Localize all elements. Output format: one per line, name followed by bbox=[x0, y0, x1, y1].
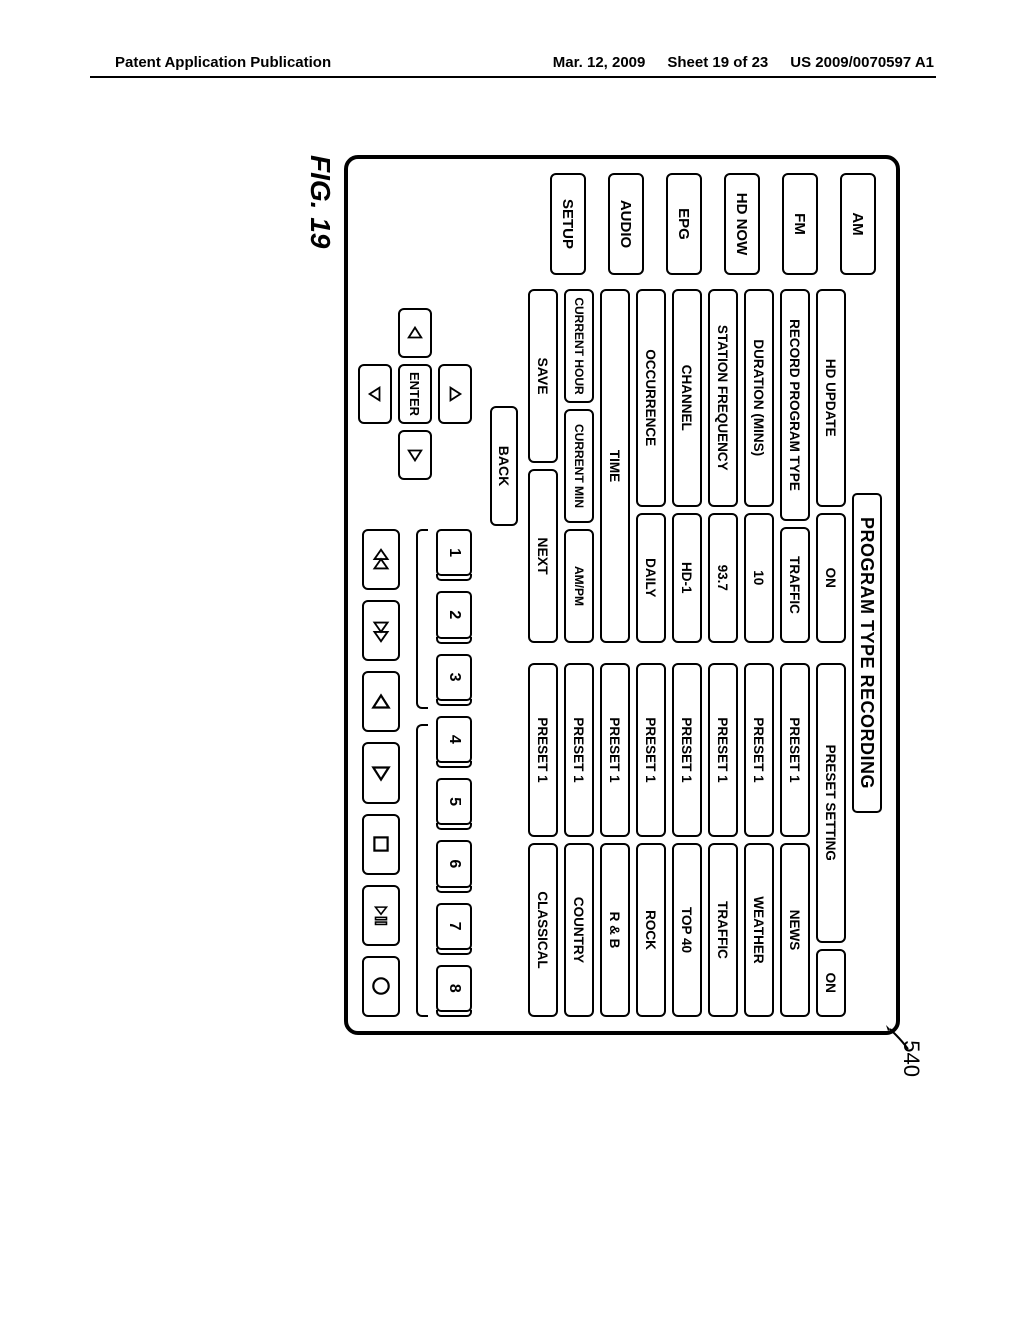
time-label: TIME bbox=[600, 289, 630, 643]
time-min[interactable]: CURRENT MIN bbox=[564, 409, 594, 523]
preset-1f[interactable]: PRESET 1 bbox=[600, 663, 630, 837]
playpause-button[interactable] bbox=[362, 885, 400, 946]
num-6[interactable]: 6 bbox=[436, 840, 472, 892]
dpad: ENTER bbox=[358, 289, 472, 499]
hdupdate-value[interactable]: ON bbox=[816, 513, 846, 644]
num-5[interactable]: 5 bbox=[436, 778, 472, 830]
num-8[interactable]: 8 bbox=[436, 965, 472, 1017]
preset-setting-label: PRESET SETTING bbox=[816, 663, 846, 943]
duration-label: DURATION (MINS) bbox=[744, 289, 774, 507]
preset-1d[interactable]: PRESET 1 bbox=[672, 663, 702, 837]
number-row: 1 2 3 4 5 6 7 8 bbox=[436, 529, 472, 1017]
num-2[interactable]: 2 bbox=[436, 591, 472, 643]
preset-1h[interactable]: PRESET 1 bbox=[528, 663, 558, 837]
sidebar: AM FM HD NOW EPG AUDIO SETUP bbox=[358, 173, 882, 275]
dpad-left[interactable] bbox=[398, 308, 432, 358]
rewind-button[interactable] bbox=[362, 529, 400, 590]
right-form: PRESET SETTING ON PRESET 1NEWS PRESET 1W… bbox=[490, 663, 846, 1017]
page-header: Patent Application Publication Mar. 12, … bbox=[0, 54, 1024, 71]
header-sheet: Sheet 19 of 23 bbox=[667, 54, 768, 71]
header-right-group: Mar. 12, 2009 Sheet 19 of 23 US 2009/007… bbox=[553, 54, 934, 71]
time-ampm[interactable]: AM/PM bbox=[564, 529, 594, 643]
channel-label: CHANNEL bbox=[672, 289, 702, 507]
genre-country[interactable]: COUNTRY bbox=[564, 843, 594, 1017]
freq-label: STATION FREQUENCY bbox=[708, 289, 738, 507]
prev-button[interactable] bbox=[362, 671, 400, 732]
fastforward-button[interactable] bbox=[362, 600, 400, 661]
channel-value[interactable]: HD-1 bbox=[672, 513, 702, 644]
genre-classical[interactable]: CLASSICAL bbox=[528, 843, 558, 1017]
dpad-down[interactable] bbox=[358, 364, 392, 424]
num-4[interactable]: 4 bbox=[436, 716, 472, 768]
sidebar-epg[interactable]: EPG bbox=[666, 173, 702, 275]
preset-1e[interactable]: PRESET 1 bbox=[636, 663, 666, 837]
header-date: Mar. 12, 2009 bbox=[553, 54, 646, 71]
sidebar-audio[interactable]: AUDIO bbox=[608, 173, 644, 275]
next-button[interactable]: NEXT bbox=[528, 469, 558, 643]
back-button[interactable]: BACK bbox=[490, 406, 518, 526]
header-rule bbox=[90, 76, 936, 78]
preset-1g[interactable]: PRESET 1 bbox=[564, 663, 594, 837]
stop-button[interactable] bbox=[362, 814, 400, 875]
bracket-group bbox=[412, 529, 428, 1017]
genre-news[interactable]: NEWS bbox=[780, 843, 810, 1017]
recordtype-value[interactable]: TRAFFIC bbox=[780, 527, 810, 643]
preset-1a[interactable]: PRESET 1 bbox=[780, 663, 810, 837]
hdupdate-label: HD UPDATE bbox=[816, 289, 846, 507]
sidebar-fm[interactable]: FM bbox=[782, 173, 818, 275]
screen-title: PROGRAM TYPE RECORDING bbox=[852, 493, 882, 813]
preset-1b[interactable]: PRESET 1 bbox=[744, 663, 774, 837]
media-controls bbox=[362, 529, 400, 1017]
freq-value[interactable]: 93.7 bbox=[708, 513, 738, 644]
header-pubnum: US 2009/0070597 A1 bbox=[790, 54, 934, 71]
duration-value[interactable]: 10 bbox=[744, 513, 774, 644]
num-7[interactable]: 7 bbox=[436, 903, 472, 955]
num-1[interactable]: 1 bbox=[436, 529, 472, 581]
figure-caption: FIG. 19 bbox=[304, 155, 336, 1105]
next-track-button[interactable] bbox=[362, 742, 400, 803]
device-frame: 540 AM FM HD NOW EPG AUDIO SETUP PROGRAM bbox=[344, 155, 900, 1035]
occurrence-value[interactable]: DAILY bbox=[636, 513, 666, 644]
dpad-right[interactable] bbox=[398, 430, 432, 480]
time-hour[interactable]: CURRENT HOUR bbox=[564, 289, 594, 403]
left-form: HD UPDATE ON RECORD PROGRAM TYPE TRAFFIC… bbox=[490, 289, 846, 643]
genre-top40[interactable]: TOP 40 bbox=[672, 843, 702, 1017]
dpad-enter[interactable]: ENTER bbox=[398, 364, 432, 424]
dpad-up[interactable] bbox=[438, 364, 472, 424]
sidebar-hdnow[interactable]: HD NOW bbox=[724, 173, 760, 275]
header-left: Patent Application Publication bbox=[115, 54, 331, 71]
preset-setting-value[interactable]: ON bbox=[816, 949, 846, 1017]
record-button[interactable] bbox=[362, 956, 400, 1017]
save-button[interactable]: SAVE bbox=[528, 289, 558, 463]
sidebar-am[interactable]: AM bbox=[840, 173, 876, 275]
genre-weather[interactable]: WEATHER bbox=[744, 843, 774, 1017]
recordtype-label: RECORD PROGRAM TYPE bbox=[780, 289, 810, 521]
reference-arrow bbox=[886, 1021, 910, 1051]
preset-1c[interactable]: PRESET 1 bbox=[708, 663, 738, 837]
occurrence-label: OCCURRENCE bbox=[636, 289, 666, 507]
genre-rnb[interactable]: R & B bbox=[600, 843, 630, 1017]
genre-traffic[interactable]: TRAFFIC bbox=[708, 843, 738, 1017]
genre-rock[interactable]: ROCK bbox=[636, 843, 666, 1017]
sidebar-setup[interactable]: SETUP bbox=[550, 173, 586, 275]
num-3[interactable]: 3 bbox=[436, 654, 472, 706]
